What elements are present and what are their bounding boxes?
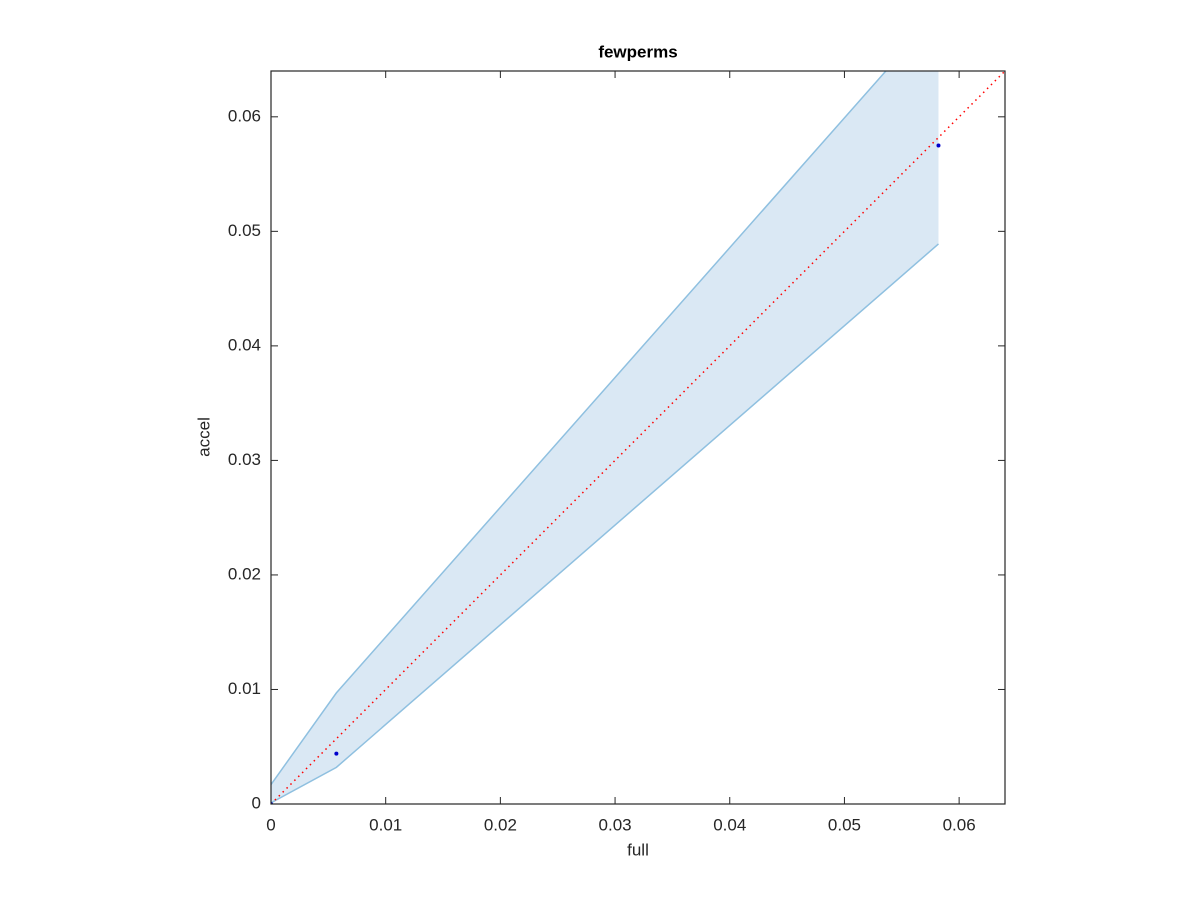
y-tick-label: 0.01: [228, 679, 261, 698]
y-tick-label: 0.02: [228, 564, 261, 583]
x-tick-label: 0.03: [599, 815, 632, 834]
y-axis-label: accel: [194, 417, 213, 457]
x-tick-label: 0.01: [369, 815, 402, 834]
data-point: [334, 751, 339, 756]
plot-area: [271, 71, 1005, 804]
axes-box: [270, 70, 1006, 805]
y-tick-label: 0: [252, 793, 261, 812]
band-fill: [271, 71, 939, 803]
x-tick-label: 0: [266, 815, 275, 834]
chart-title: fewperms: [598, 42, 677, 61]
y-tick-label: 0.03: [228, 450, 261, 469]
y-tick-label: 0.05: [228, 221, 261, 240]
data-point: [936, 143, 941, 148]
reference-line: [271, 71, 1005, 804]
x-tick-label: 0.06: [943, 815, 976, 834]
band-edge: [271, 71, 887, 785]
y-tick-label: 0.04: [228, 335, 261, 354]
x-axis-label: full: [627, 840, 649, 859]
x-tick-label: 0.04: [713, 815, 746, 834]
x-tick-label: 0.02: [484, 815, 517, 834]
y-tick-label: 0.06: [228, 106, 261, 125]
band-edge: [271, 243, 939, 804]
x-tick-label: 0.05: [828, 815, 861, 834]
axes: 0 0.01 0.02 0.03 0.04 0.05 0.06 0 0.01 0.02 0.03 0.…: [228, 70, 1006, 834]
